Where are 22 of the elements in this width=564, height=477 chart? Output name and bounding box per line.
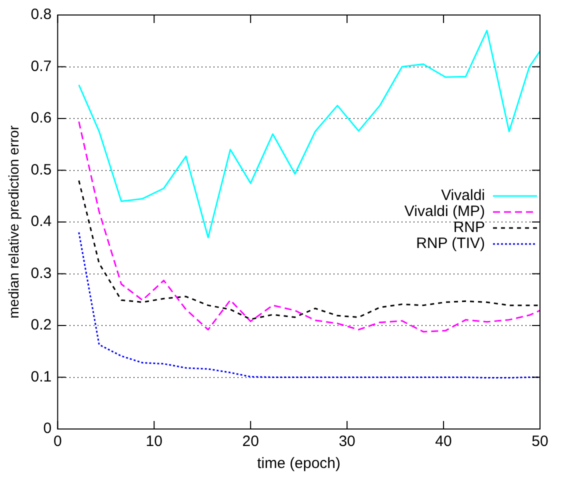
y-tick-label: 0.1 <box>30 368 52 386</box>
y-tick-label: 0.4 <box>30 213 52 230</box>
y-axis-title: median relative prediction error <box>5 125 22 318</box>
line-series <box>78 120 540 332</box>
y-tick-label: 0 <box>43 420 52 438</box>
x-tick-label: 30 <box>338 433 356 450</box>
x-tick-label: 10 <box>146 433 162 450</box>
y-tick-label: 0.7 <box>30 58 52 75</box>
legend-label: RNP (TIV) <box>416 235 485 252</box>
legend-label: Vivaldi <box>441 187 485 204</box>
x-tick-label: 50 <box>532 433 548 450</box>
y-tick-label: 0.5 <box>30 161 52 178</box>
legend-label: RNP <box>453 219 485 236</box>
y-tick-label: 0.6 <box>30 110 52 127</box>
line-series <box>78 232 540 379</box>
x-tick-label: 40 <box>435 433 452 450</box>
x-tick-label: 20 <box>242 433 259 450</box>
y-tick-label: 0.8 <box>30 6 52 24</box>
y-tick-label: 0.3 <box>30 264 52 282</box>
x-axis-title: time (epoch) <box>257 455 341 472</box>
legend-label: Vivaldi (MP) <box>404 203 485 220</box>
y-tick-label: 0.2 <box>30 316 52 334</box>
